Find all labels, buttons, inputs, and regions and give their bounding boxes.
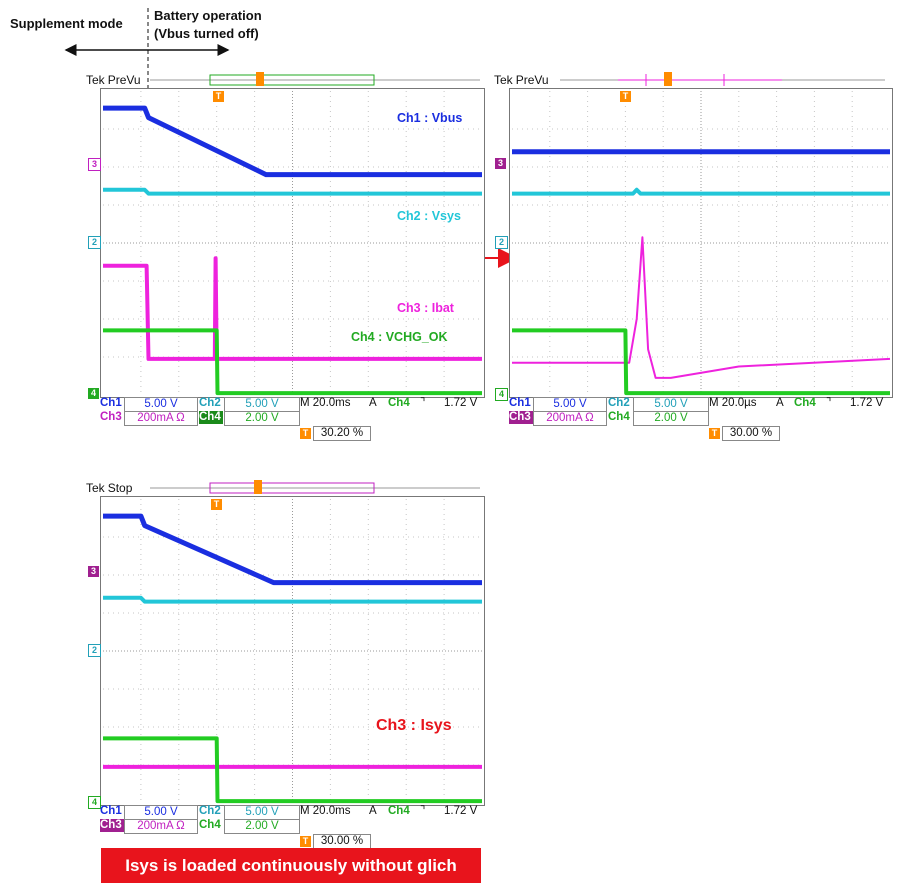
scope3-ch1-scale: 5.00 V — [124, 805, 198, 820]
trigger-marker: T — [211, 499, 222, 510]
scope1-ch1-scale: 5.00 V — [124, 397, 198, 412]
scope3-ch2-scale: 5.00 V — [224, 805, 300, 820]
scope2-header: Tek PreVu — [494, 73, 549, 87]
scope3-record-bar — [150, 480, 480, 494]
scope3-marker-4: 4 — [88, 796, 101, 809]
scope1-ch2-scale: 5.00 V — [224, 397, 300, 412]
trace-ch4 — [103, 736, 482, 804]
scope1-timebase: M 20.0ms — [300, 397, 351, 409]
scope3-ch3-tag: Ch3 — [100, 819, 124, 832]
scope2-marker-3: 3 — [495, 158, 506, 169]
trace-ch1 — [103, 105, 482, 178]
scope2-ch1-scale: 5.00 V — [533, 397, 607, 412]
conclusion-banner: Isys is loaded continuously without glic… — [101, 848, 481, 883]
scope2-plot — [512, 91, 891, 396]
scope3-trigger-position: 30.00 % — [313, 834, 371, 849]
graticule — [103, 91, 482, 395]
scope3-ch4-scale: 2.00 V — [224, 819, 300, 834]
scope2-trigger-position: 30.00 % — [722, 426, 780, 441]
scope1-trigger-position: 30.20 % — [313, 426, 371, 441]
vbus-off-label: (Vbus turned off) — [154, 26, 259, 41]
scope1-trigger-source: Ch4 — [388, 397, 410, 409]
scope3-marker-2: 2 — [88, 644, 101, 657]
scope1-marker-2: 2 — [88, 236, 101, 249]
trace-ch4 — [103, 328, 482, 396]
scope3-header: Tek Stop — [86, 481, 133, 495]
scope1-trigger-slope: ⌝ — [420, 397, 426, 409]
trace-ch2 — [512, 187, 890, 196]
supplement-mode-label: Supplement mode — [10, 16, 123, 31]
scope2-ch3-scale: 200mA Ω — [533, 411, 607, 426]
scope3-ch1-tag: Ch1 — [100, 805, 122, 817]
scope2-trigger-source: Ch4 — [794, 397, 816, 409]
scope2-marker-2: 2 — [495, 236, 508, 249]
trace-ch1 — [103, 513, 482, 586]
scope1-ch4-label: Ch4 : VCHG_OK — [351, 330, 448, 344]
scope2-ch4-scale: 2.00 V — [633, 411, 709, 426]
scope1-ch3-tag: Ch3 — [100, 411, 122, 423]
scope2-screen: T — [509, 88, 893, 398]
trace-ch3 — [512, 236, 891, 379]
scope3-marker-3: 3 — [88, 566, 99, 577]
scope1-trigger-mode: A — [369, 397, 377, 409]
scope3-trigger-source: Ch4 — [388, 805, 410, 817]
scope1-ch4-scale: 2.00 V — [224, 411, 300, 426]
trace-ch4 — [512, 328, 890, 396]
scope2-ch1-tag: Ch1 — [509, 397, 531, 409]
scope2-ch2-scale: 5.00 V — [633, 397, 709, 412]
scope1-marker-3: 3 — [88, 158, 101, 171]
scope1-ch2-label: Ch2 : Vsys — [397, 209, 461, 223]
scope1-ch3-label: Ch3 : Ibat — [397, 301, 454, 315]
scope2-trigger-slope: ⌝ — [826, 397, 832, 409]
scope1-ch4-tag: Ch4 — [199, 411, 223, 424]
scope1-record-bar — [150, 72, 480, 86]
scope1-ch1-tag: Ch1 — [100, 397, 122, 409]
trace-ch2 — [103, 595, 482, 604]
scope1-plot — [103, 91, 482, 396]
scope3-ch3-label: Ch3 : Isys — [376, 717, 452, 734]
scope1-trigger-level: 1.72 V — [444, 397, 478, 409]
scope2-trigger-mode: A — [776, 397, 784, 409]
scope1-ch3-scale: 200mA Ω — [124, 411, 198, 426]
scope1-trigger-pos-icon: T — [300, 428, 311, 439]
graticule — [103, 499, 482, 803]
scope1-screen: T Ch1 : Vbus Ch2 : Vsys Ch3 : Ibat Ch4 :… — [100, 88, 485, 398]
scope3-screen: T Ch3 : Isys — [100, 496, 485, 806]
scope2-timebase: M 20.0µs — [709, 397, 757, 409]
battery-operation-label: Battery operation — [154, 8, 262, 23]
scope2-marker-4: 4 — [495, 388, 508, 401]
trace-ch2 — [103, 187, 482, 196]
trigger-marker: T — [213, 91, 224, 102]
scope1-marker-4: 4 — [88, 388, 99, 399]
scope2-record-bar — [560, 72, 885, 86]
scope3-ch3-scale: 200mA Ω — [124, 819, 198, 834]
scope2-ch2-tag: Ch2 — [608, 397, 630, 409]
scope3-plot — [103, 499, 482, 804]
scope1-header: Tek PreVu — [86, 73, 141, 87]
scope3-ch4-tag: Ch4 — [199, 819, 221, 831]
scope2-trigger-level: 1.72 V — [850, 397, 884, 409]
scope3-ch2-tag: Ch2 — [199, 805, 221, 817]
scope3-timebase: M 20.0ms — [300, 805, 351, 817]
scope2-ch4-tag: Ch4 — [608, 411, 630, 423]
scope1-ch1-label: Ch1 : Vbus — [397, 111, 463, 125]
scope3-trigger-level: 1.72 V — [444, 805, 478, 817]
scope1-ch2-tag: Ch2 — [199, 397, 221, 409]
trigger-marker: T — [620, 91, 631, 102]
scope3-trigger-slope: ⌝ — [420, 805, 426, 817]
graticule — [512, 91, 890, 395]
scope2-ch3-tag: Ch3 — [509, 411, 533, 424]
scope2-trigger-pos-icon: T — [709, 428, 720, 439]
scope3-trigger-mode: A — [369, 805, 377, 817]
scope3-trigger-pos-icon: T — [300, 836, 311, 847]
